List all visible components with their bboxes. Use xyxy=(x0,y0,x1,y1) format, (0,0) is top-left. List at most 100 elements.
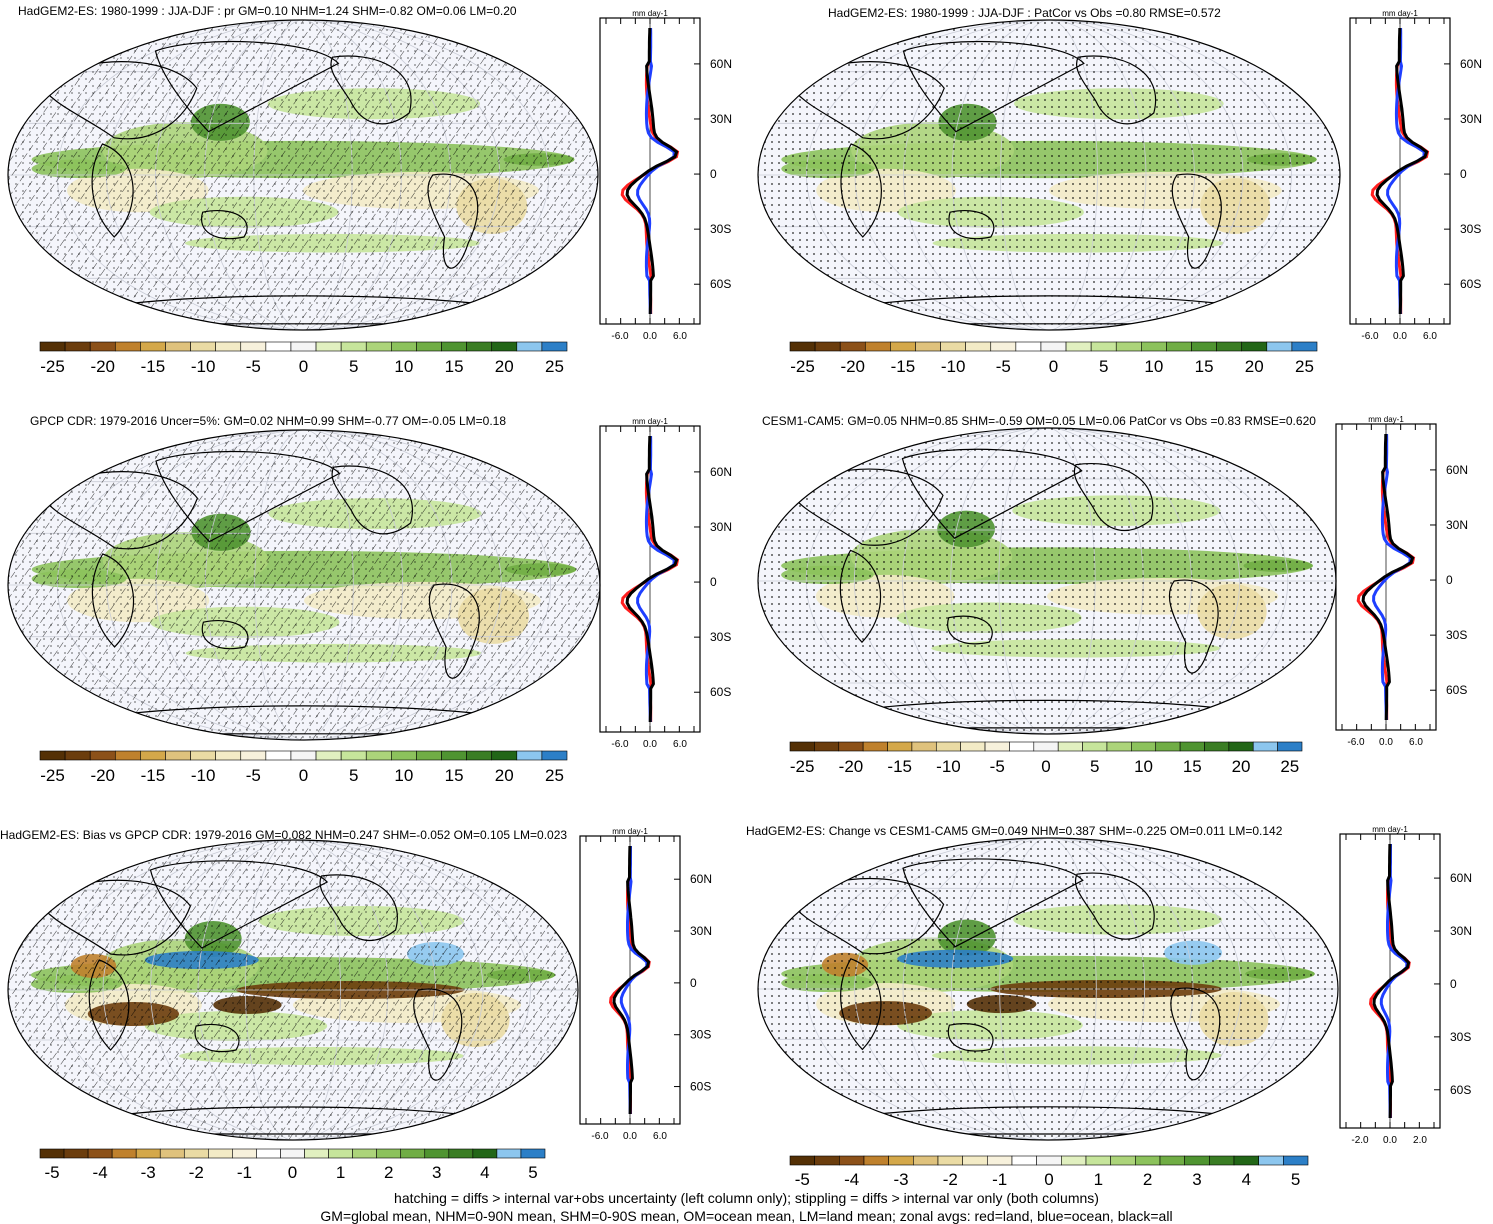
colorbar-tick-label: 25 xyxy=(1295,357,1314,376)
colorbar-tick-label: 0 xyxy=(1041,757,1050,776)
colorbar-tick-label: 5 xyxy=(349,357,358,376)
colorbar-tick-label: -5 xyxy=(44,1163,59,1182)
colorbar-tick-label: -25 xyxy=(790,757,815,776)
colorbar-swatch xyxy=(1061,1155,1087,1166)
colorbar-tick-label: -4 xyxy=(844,1170,859,1189)
ocean-zonal-line xyxy=(636,435,676,723)
colorbar-swatch xyxy=(1015,341,1042,352)
zonal-tick-label: 0.0 xyxy=(643,739,657,750)
colorbar: -5 -4 -3 -2 -1 0 1 2 3 4 5 xyxy=(789,1155,1309,1189)
colorbar-tick-label: 20 xyxy=(1245,357,1264,376)
latitude-tick-label: 60S xyxy=(1460,277,1481,291)
zonal-average-plot: 60N 30N 0 30S 60S -2.0 0.0 2.0 mm day-1 xyxy=(1339,825,1472,1146)
colorbar-tick-label: 15 xyxy=(445,766,464,785)
zonal-tick-label: 6.0 xyxy=(673,739,687,750)
colorbar-swatch xyxy=(315,750,342,761)
latitude-tick-label: 30S xyxy=(690,1028,711,1042)
latitude-tick-label: 30N xyxy=(710,112,732,126)
colorbar-swatch xyxy=(416,341,442,352)
zonal-tick-label: 0.0 xyxy=(1383,1135,1397,1146)
zonal-tick-label: -6.0 xyxy=(611,331,629,342)
colorbar-swatch xyxy=(1085,1155,1111,1166)
colorbar-tick-label: 15 xyxy=(1183,757,1202,776)
colorbar-swatch xyxy=(935,741,961,752)
colorbar-tick-label: -3 xyxy=(141,1163,156,1182)
latitude-tick-label: 0 xyxy=(710,575,717,589)
colorbar-swatch xyxy=(890,341,916,352)
zonal-average-plot: 60N 30N 0 30S 60S -6.0 0.0 6.0 mm day-1 xyxy=(1335,415,1468,748)
colorbar-swatch xyxy=(913,1155,939,1166)
colorbar-tick-label: -5 xyxy=(246,357,261,376)
colorbar-swatch xyxy=(240,750,267,761)
colorbar-swatch xyxy=(1082,741,1108,752)
colorbar-swatch xyxy=(290,750,317,761)
colorbar-swatch xyxy=(391,341,417,352)
colorbar-tick-label: 3 xyxy=(432,1163,441,1182)
colorbar-swatch xyxy=(1135,1155,1161,1166)
colorbar-swatch xyxy=(448,1148,474,1159)
colorbar-swatch xyxy=(64,341,91,352)
colorbar-tick-label: -5 xyxy=(996,357,1011,376)
colorbar-tick-label: 0 xyxy=(299,766,308,785)
panel-1-title: HadGEM2-ES: 1980-1999 : JJA-DJF : pr GM=… xyxy=(18,4,517,18)
colorbar-swatch xyxy=(541,750,568,761)
colorbar-tick-label: 5 xyxy=(1291,1170,1300,1189)
colorbar-tick-label: 5 xyxy=(1099,357,1108,376)
zonal-tick-label: 6.0 xyxy=(1423,331,1437,342)
colorbar-tick-label: -15 xyxy=(891,357,916,376)
colorbar-swatch xyxy=(1009,741,1035,752)
colorbar-swatch xyxy=(1155,741,1181,752)
zonal-average-plot: 60N 30N 0 30S 60S -6.0 0.0 6.0 mm day-1 xyxy=(579,827,712,1142)
colorbar-swatch xyxy=(232,1148,257,1159)
colorbar-swatch xyxy=(328,1148,353,1159)
panel-4-title: CESM1-CAM5: GM=0.05 NHM=0.85 SHM=-0.59 O… xyxy=(762,414,1316,428)
latitude-tick-label: 60S xyxy=(1450,1083,1471,1097)
colorbar-tick-label: -15 xyxy=(141,357,166,376)
colorbar-swatch xyxy=(1033,741,1059,752)
panel-1: 60N 30N 0 30S 60S -6.0 0.0 6.0 mm day-1 -25 -20 -15… xyxy=(7,9,732,376)
colorbar-swatch xyxy=(190,341,216,352)
colorbar-swatch xyxy=(789,1155,815,1166)
latitude-tick-label: 0 xyxy=(1450,977,1457,991)
map-border xyxy=(7,839,579,1141)
colorbar-swatch xyxy=(365,750,392,761)
colorbar-swatch xyxy=(165,750,191,761)
colorbar-swatch xyxy=(1115,341,1142,352)
colorbar-tick-label: 25 xyxy=(545,357,564,376)
unit-label: mm day-1 xyxy=(1368,415,1404,424)
panel-6-title: HadGEM2-ES: Change vs CESM1-CAM5 GM=0.04… xyxy=(746,824,1283,838)
ocean-zonal-line xyxy=(619,846,649,1115)
footnote-line-1: hatching = diffs > internal var+obs unce… xyxy=(394,1190,1099,1206)
colorbar-swatch xyxy=(39,750,66,761)
colorbar-swatch xyxy=(208,1148,233,1159)
colorbar-tick-label: 4 xyxy=(1242,1170,1251,1189)
colorbar-swatch xyxy=(1110,1155,1136,1166)
colorbar-swatch xyxy=(984,741,1010,752)
colorbar-swatch xyxy=(159,1148,185,1159)
zonal-tick-label: 0.0 xyxy=(643,331,657,342)
colorbar-swatch xyxy=(516,750,543,761)
colorbar-swatch xyxy=(520,1148,546,1159)
colorbar-swatch xyxy=(240,341,267,352)
all-zonal-line xyxy=(1361,433,1415,721)
zonal-average-plot: 60N 30N 0 30S 60S -6.0 0.0 6.0 mm day-1 xyxy=(599,417,732,750)
colorbar-swatch xyxy=(39,1148,65,1159)
colorbar-swatch xyxy=(114,341,141,352)
panel-2-title: HadGEM2-ES: 1980-1999 : JJA-DJF : PatCor… xyxy=(828,6,1221,20)
colorbar-swatch xyxy=(789,341,816,352)
colorbar-swatch xyxy=(140,341,166,352)
unit-label: mm day-1 xyxy=(632,417,668,426)
colorbar-swatch xyxy=(888,1155,914,1166)
colorbar-swatch xyxy=(466,341,493,352)
colorbar-tick-label: -20 xyxy=(839,757,864,776)
colorbar-tick-label: 2 xyxy=(1143,1170,1152,1189)
colorbar-tick-label: 20 xyxy=(1232,757,1251,776)
colorbar: -25 -20 -15 -10 -5 0 5 10 15 20 25 xyxy=(789,341,1318,376)
colorbar-tick-label: 0 xyxy=(1049,357,1058,376)
footnote-line-2: GM=global mean, NHM=0-90N mean, SHM=0-90… xyxy=(320,1208,1173,1224)
colorbar-swatch xyxy=(1277,741,1303,752)
colorbar-tick-label: 0 xyxy=(288,1163,297,1182)
colorbar-tick-label: -10 xyxy=(941,357,966,376)
